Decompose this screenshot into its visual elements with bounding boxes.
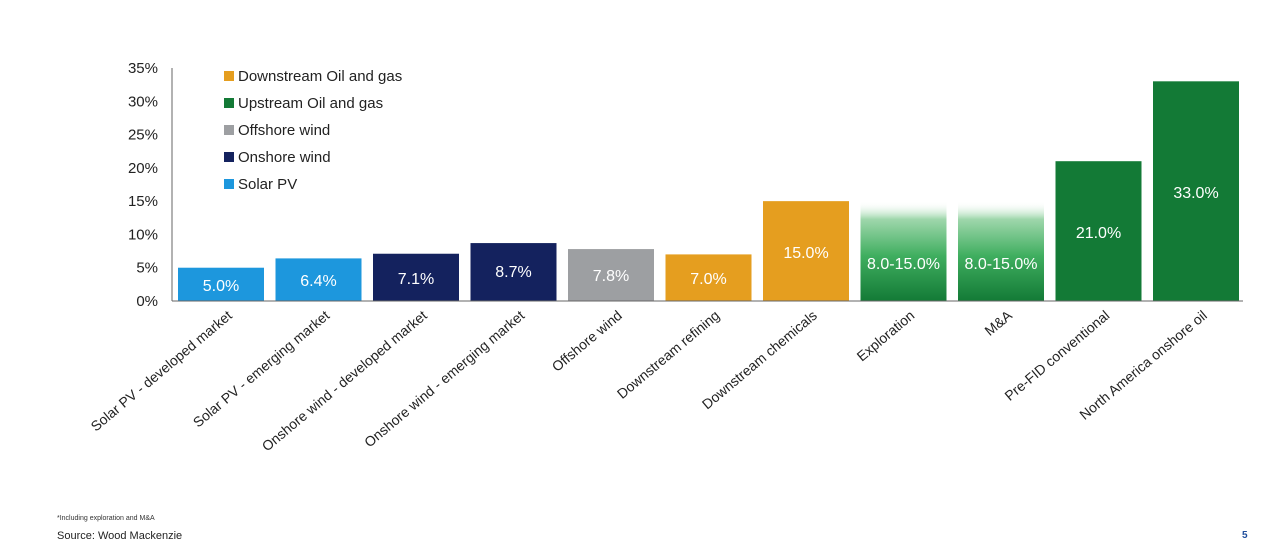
data-label: 7.0% (690, 271, 726, 288)
bar (1153, 81, 1239, 301)
legend-swatch (224, 152, 234, 162)
legend-label: Solar PV (238, 176, 297, 193)
category-label: Exploration (853, 307, 917, 364)
y-tick-label: 20% (128, 160, 158, 177)
legend-swatch (224, 71, 234, 81)
legend-label: Onshore wind (238, 149, 331, 166)
footnote: *Including exploration and M&A (57, 515, 155, 522)
source-note: Source: Wood Mackenzie (57, 530, 183, 542)
category-label: Pre-FID conventional (1001, 307, 1112, 404)
data-label: 6.4% (300, 273, 336, 290)
data-label: 33.0% (1173, 185, 1218, 202)
bar (275, 258, 362, 301)
data-label: 15.0% (783, 245, 828, 262)
y-tick-label: 10% (128, 226, 158, 243)
bar (958, 201, 1044, 301)
data-label: 8.7% (495, 264, 531, 281)
page-number: 5 (1242, 530, 1248, 541)
legend-swatch (224, 125, 234, 135)
data-label: 5.0% (203, 278, 239, 295)
bar (470, 243, 557, 301)
data-label: 21.0% (1076, 225, 1121, 242)
bar (178, 267, 264, 301)
bar (568, 249, 654, 301)
data-labels: 5.0% 6.4% 7.1% 8.7% 7.8% 7.0% 15.0% 8.0-15.0% 8.… (203, 185, 1219, 295)
bar (763, 201, 849, 301)
legend-swatch (224, 179, 234, 189)
legend: Downstream Oil and gas Upstream Oil and g… (224, 68, 402, 193)
category-label: Downstream refining (614, 307, 723, 402)
legend-swatch (224, 98, 234, 108)
category-label: Onshore wind - emerging market (361, 307, 528, 450)
legend-label: Upstream Oil and gas (238, 95, 383, 112)
y-tick-label: 0% (136, 293, 158, 310)
y-tick-label: 15% (128, 193, 158, 210)
bar (665, 254, 752, 301)
bar (860, 201, 947, 301)
data-label: 8.0-15.0% (867, 256, 940, 273)
y-tick-label: 25% (128, 127, 158, 144)
y-axis: 0% 5% 10% 15% 20% 25% 30% 35% (128, 60, 173, 310)
category-label: M&A (981, 307, 1015, 339)
y-tick-label: 5% (136, 260, 158, 277)
y-tick-label: 30% (128, 93, 158, 110)
category-label: Onshore wind - developed market (259, 307, 430, 454)
bars (172, 81, 1243, 302)
data-label: 7.1% (398, 271, 434, 288)
bar (373, 253, 459, 301)
y-tick-label: 35% (128, 60, 158, 77)
data-label: 8.0-15.0% (965, 256, 1038, 273)
legend-label: Offshore wind (238, 122, 330, 139)
legend-label: Downstream Oil and gas (238, 68, 402, 85)
data-label: 7.8% (593, 268, 629, 285)
category-label: Offshore wind (549, 307, 625, 375)
bar (1055, 161, 1142, 301)
